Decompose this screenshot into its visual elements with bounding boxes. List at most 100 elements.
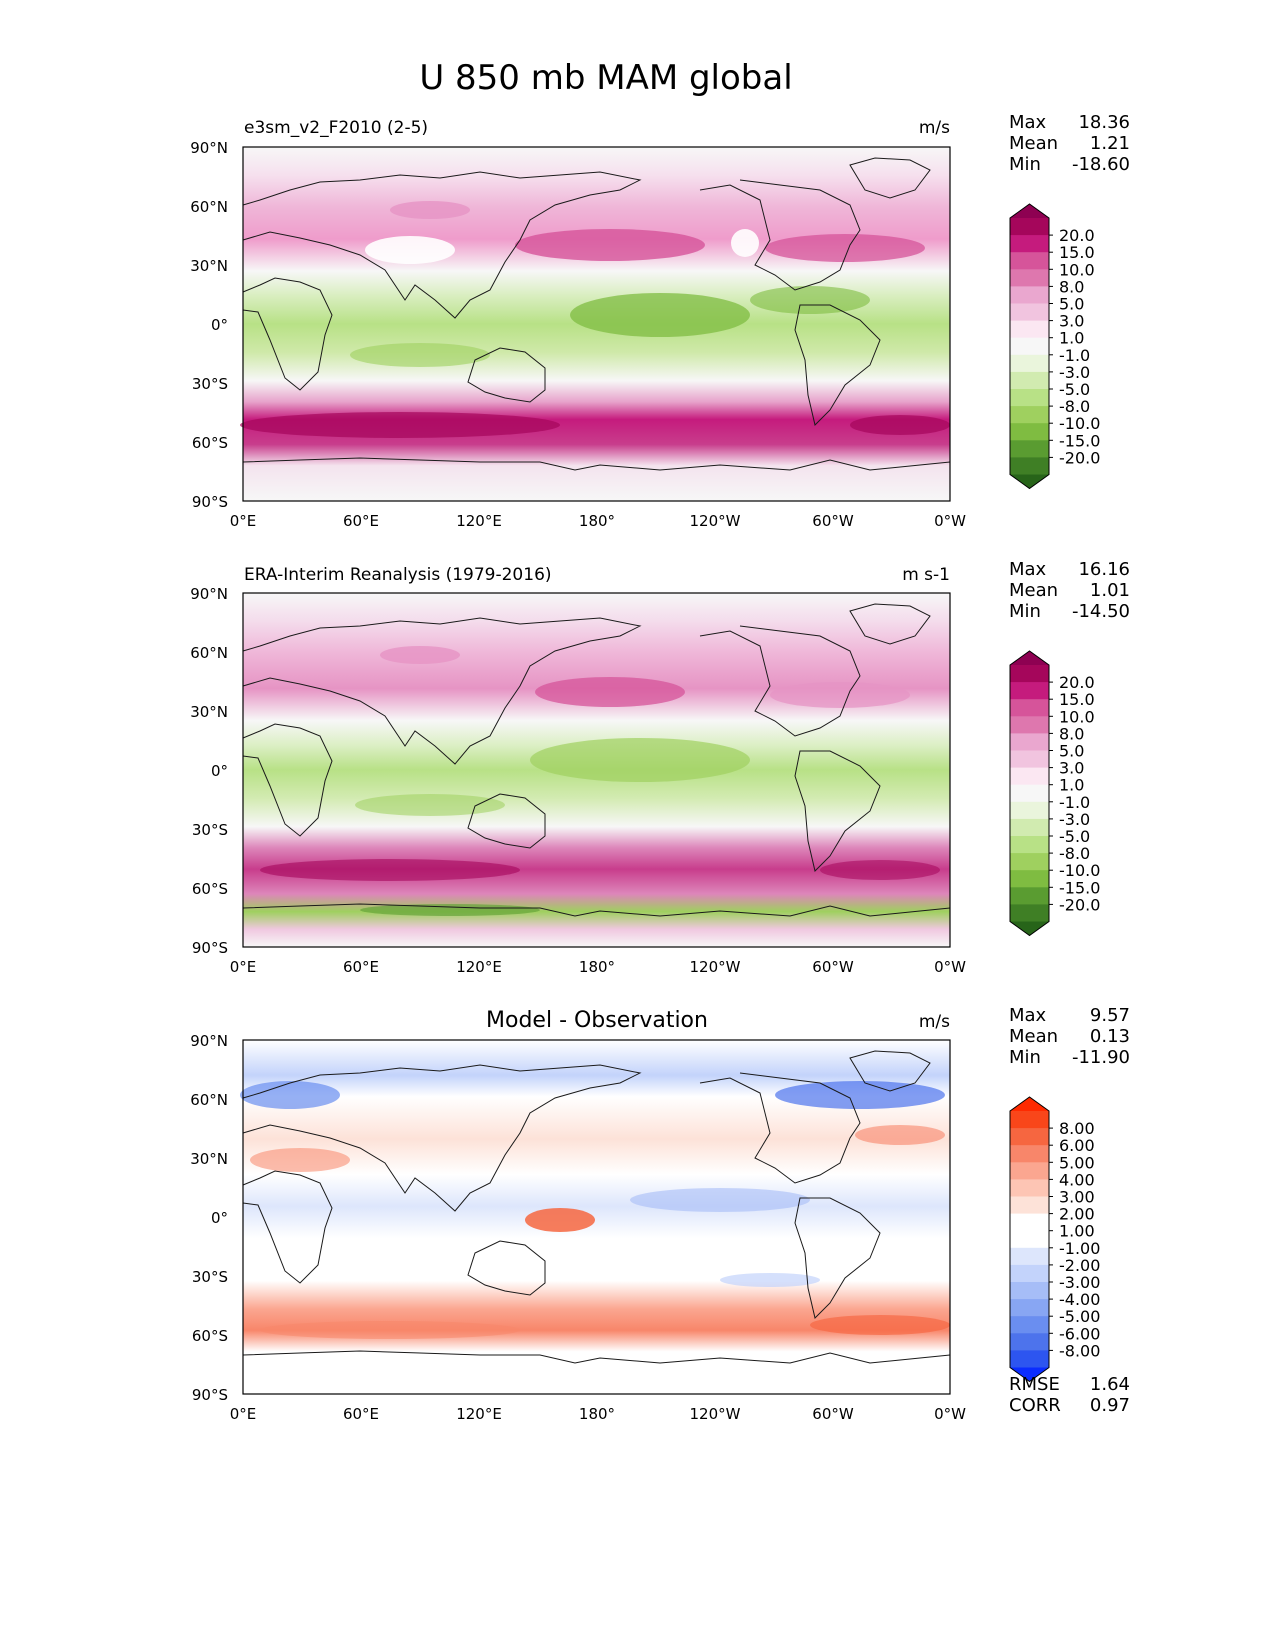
colorbar-extend-max [1010, 651, 1049, 665]
map-area [240, 147, 951, 501]
colorbar-tick-label: 3.0 [1059, 312, 1084, 331]
colorbar-tick-label: 2.00 [1059, 1205, 1095, 1224]
colorbar-box [1010, 699, 1049, 717]
lat-tick-label: 60°N [190, 644, 228, 662]
map-frame [242, 1039, 951, 1395]
panel-model: e3sm_v2_F2010 (2-5) m/s [190, 112, 1130, 530]
lon-tick-label: 60°E [343, 958, 379, 976]
field-blob [770, 682, 910, 708]
colorbar-box [1010, 682, 1049, 700]
lon-tick-label: 0°E [230, 512, 257, 530]
colorbar-box [1010, 235, 1049, 253]
colorbar-tick-label: 10.0 [1059, 707, 1095, 726]
colorbar-box [1010, 1196, 1049, 1214]
colorbar-box [1010, 750, 1049, 768]
field-blob [630, 1188, 810, 1212]
colorbar-tick-label: 1.0 [1059, 776, 1084, 795]
lat-tick-label: 60°N [190, 198, 228, 216]
lat-tick-label: 90°S [192, 939, 228, 957]
lat-tick-label: 60°N [190, 1091, 228, 1109]
colorbar-box [1010, 320, 1049, 339]
lat-tick-label: 30°N [190, 257, 228, 275]
colorbar-tick-label: -5.0 [1059, 827, 1090, 846]
colorbar-tick-label: 15.0 [1059, 243, 1095, 262]
stat-label: Max [1009, 112, 1047, 133]
stat-value: -14.50 [1072, 601, 1130, 622]
field-blob [525, 1208, 595, 1232]
colorbar-outline [1009, 650, 1050, 937]
colorbar-tick-label: -1.0 [1059, 793, 1090, 812]
colorbar-box [1010, 423, 1049, 441]
field-blob [775, 1081, 945, 1109]
colorbar-extend-max [1010, 1097, 1049, 1111]
colorbar-tick-label: 4.00 [1059, 1170, 1095, 1189]
colorbar-box [1010, 1128, 1049, 1146]
lon-tick-label: 120°W [690, 512, 741, 530]
colorbar-box [1010, 1111, 1049, 1129]
stat-value: 0.97 [1090, 1395, 1130, 1416]
colorbar-tick-label: 20.0 [1059, 226, 1095, 245]
colorbar-box [1010, 1230, 1049, 1249]
field-blob [380, 646, 460, 664]
colorbar-box [1010, 354, 1049, 373]
field-blob [515, 229, 705, 261]
panel-units: m/s [919, 1012, 950, 1032]
colorbar-box [1010, 457, 1049, 475]
colorbar-tick-label: -8.00 [1059, 1341, 1100, 1360]
colorbar-box [1010, 1333, 1049, 1351]
coastlines [242, 157, 951, 471]
lat-tick-label: 0° [211, 316, 228, 334]
colorbar-tick-label: -1.00 [1059, 1239, 1100, 1258]
colorbar-outline [1009, 1096, 1050, 1383]
colorbar-extend-max [1010, 204, 1049, 218]
field-blob [731, 229, 759, 257]
field-blob [360, 904, 540, 916]
lon-tick-label: 60°W [812, 512, 854, 530]
colorbar-tick-label: -3.0 [1059, 363, 1090, 382]
field-blob [810, 1315, 950, 1335]
colorbar-tick-label: 3.00 [1059, 1188, 1095, 1207]
stat-label: Max [1009, 559, 1047, 580]
field-blob [750, 286, 870, 314]
field-blob [530, 738, 750, 782]
stat-label: RMSE [1009, 1374, 1060, 1395]
colorbar-box [1010, 853, 1049, 871]
colorbar-tick-label: -8.0 [1059, 844, 1090, 863]
colorbar-tick-label: -10.0 [1059, 414, 1100, 433]
stats-block: Max 16.16 Mean 1.01 Min -14.50 [1009, 559, 1130, 622]
colorbar-tick-label: 1.0 [1059, 329, 1084, 348]
panel-units: m s-1 [902, 565, 950, 585]
colorbar-box [1010, 818, 1049, 837]
colorbar-tick-label: -4.00 [1059, 1290, 1100, 1309]
colorbar-box [1010, 440, 1049, 458]
colorbar-box [1010, 1316, 1049, 1334]
lat-tick-label: 30°N [190, 703, 228, 721]
colorbar-tick-label: 15.0 [1059, 690, 1095, 709]
lat-tick-label: 60°S [192, 880, 228, 898]
field-blob [240, 1081, 340, 1109]
colorbar-box [1010, 252, 1049, 270]
field-blob [240, 412, 560, 438]
figure-title: U 850 mb MAM global [419, 58, 792, 98]
panel-left-title: e3sm_v2_F2010 (2-5) [244, 118, 428, 138]
colorbar-box [1010, 836, 1049, 854]
lon-tick-label: 60°W [812, 1405, 854, 1423]
lat-tick-label: 90°N [190, 1032, 228, 1050]
lon-tick-label: 60°E [343, 512, 379, 530]
colorbar-tick-label: -20.0 [1059, 895, 1100, 914]
colorbar-tick-label: -20.0 [1059, 448, 1100, 467]
map-area [240, 1040, 951, 1394]
colorbar-box [1010, 784, 1049, 803]
lat-tick-label: 90°N [190, 585, 228, 603]
panel-left-title: ERA-Interim Reanalysis (1979-2016) [244, 565, 552, 585]
colorbar-extend-min [1010, 1367, 1049, 1382]
coastlines [242, 603, 951, 917]
field-blob [535, 677, 685, 707]
lat-tick-label: 90°S [192, 493, 228, 511]
colorbar-tick-label: 8.0 [1059, 277, 1084, 296]
colorbar-box [1010, 1213, 1049, 1232]
field-blob [570, 293, 750, 337]
field-blob [365, 236, 455, 264]
colorbar-tick-label: 5.0 [1059, 295, 1084, 314]
